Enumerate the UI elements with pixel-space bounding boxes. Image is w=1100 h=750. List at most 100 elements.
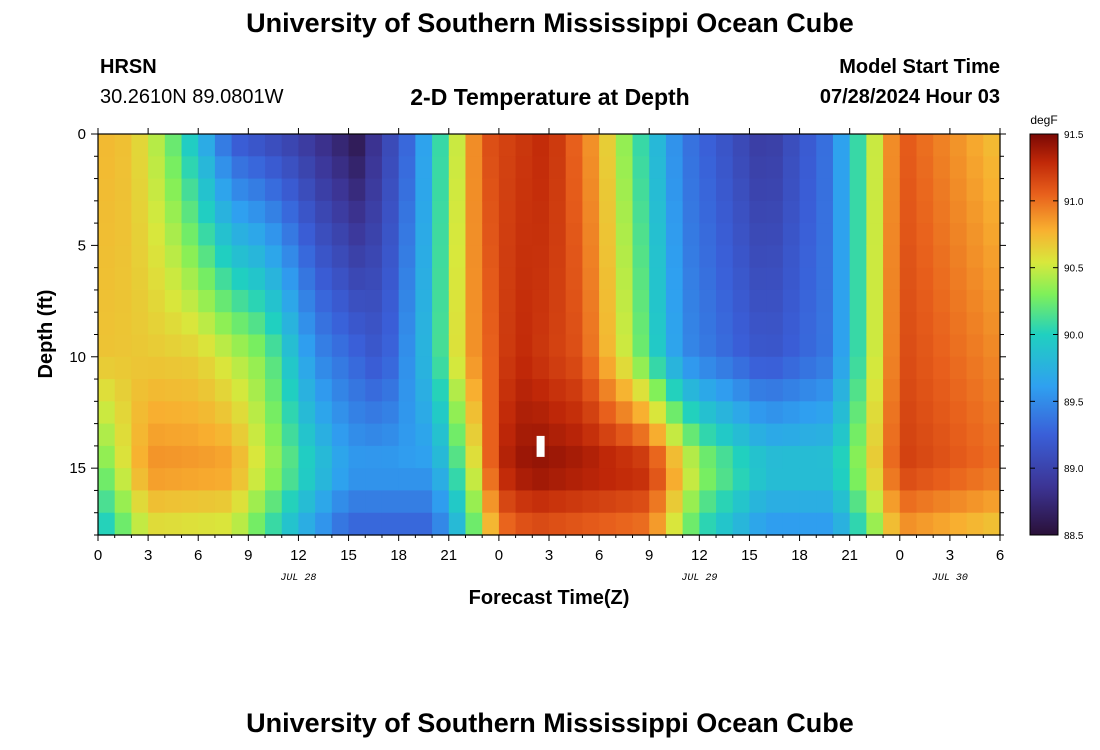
heatmap-cell — [933, 178, 951, 202]
x-tick-label: 9 — [645, 547, 653, 564]
heatmap-cell — [231, 512, 249, 536]
heatmap-cell — [782, 223, 801, 246]
heatmap-cell — [916, 200, 934, 224]
heatmap-cell — [615, 445, 634, 469]
heatmap-cell — [799, 401, 817, 425]
heatmap-cell — [966, 134, 984, 157]
heatmap-cell — [281, 356, 300, 380]
heatmap-cell — [682, 490, 700, 514]
heatmap-cell — [448, 490, 467, 514]
heatmap-cell — [198, 134, 216, 157]
heatmap-cell — [214, 134, 233, 157]
heatmap-cell — [498, 445, 517, 469]
heatmap-cell — [682, 334, 700, 358]
station-coordinates: 30.2610N 89.0801W — [100, 86, 284, 108]
heatmap-cell — [883, 401, 901, 425]
heatmap-cell — [164, 445, 183, 469]
heatmap-cell — [198, 423, 216, 447]
heatmap-cell — [665, 423, 684, 447]
model-start-time: 07/28/2024 Hour 03 — [819, 86, 1000, 108]
heatmap-cell — [398, 379, 416, 402]
heatmap-cell — [582, 445, 600, 469]
heatmap-cell — [114, 200, 132, 224]
heatmap-cell — [315, 245, 333, 269]
heatmap-cell — [916, 312, 934, 336]
heatmap-cell — [98, 445, 116, 469]
heatmap-cell — [866, 178, 884, 202]
heatmap-cell — [782, 334, 801, 358]
heatmap-cell — [682, 289, 700, 313]
heatmap-cell — [515, 423, 533, 447]
heatmap-cell — [966, 468, 984, 492]
heatmap-cell — [883, 134, 901, 157]
heatmap-cell — [883, 356, 901, 380]
colorbar-unit: degF — [1030, 113, 1057, 127]
heatmap-cell — [632, 512, 650, 536]
heatmap-cell — [465, 245, 483, 269]
heatmap-cell — [866, 156, 884, 180]
heatmap-cell — [498, 356, 517, 380]
heatmap-cell — [933, 245, 951, 269]
heatmap-cell — [498, 245, 517, 269]
heatmap-cell — [582, 468, 600, 492]
heatmap-cell — [265, 356, 283, 380]
heatmap-cell — [532, 289, 550, 313]
heatmap-cell — [148, 178, 166, 202]
heatmap-cell — [949, 223, 968, 246]
heatmap-cell — [515, 245, 533, 269]
heatmap-cell — [699, 490, 717, 514]
heatmap-cell — [365, 289, 383, 313]
heatmap-cell — [348, 379, 366, 402]
heatmap-cell — [565, 267, 583, 291]
heatmap-cell — [699, 223, 717, 246]
heatmap-cell — [298, 490, 316, 514]
heatmap-cell — [816, 289, 834, 313]
heatmap-cell — [181, 178, 199, 202]
heatmap-cell — [966, 223, 984, 246]
heatmap-cell — [482, 289, 500, 313]
heatmap-cell — [749, 445, 767, 469]
heatmap-cell — [599, 334, 617, 358]
heatmap-cell — [148, 401, 166, 425]
heatmap-cell — [315, 178, 333, 202]
heatmap-cell — [816, 512, 834, 536]
heatmap-cell — [482, 312, 500, 336]
heatmap-cell — [549, 468, 567, 492]
heatmap-cell — [432, 289, 450, 313]
heatmap-cell — [883, 245, 901, 269]
heatmap-cell — [114, 178, 132, 202]
heatmap-cell — [682, 512, 700, 536]
heatmap-cell — [983, 245, 1001, 269]
heatmap-cell — [231, 267, 249, 291]
heatmap-cell — [432, 245, 450, 269]
heatmap-cell — [916, 356, 934, 380]
heatmap-cell — [381, 401, 400, 425]
heatmap-cell — [632, 134, 650, 157]
heatmap-cell — [832, 445, 851, 469]
heatmap-cell — [866, 445, 884, 469]
heatmap-cell — [849, 445, 867, 469]
heatmap-cell — [281, 178, 300, 202]
heatmap-cell — [248, 512, 266, 536]
heatmap-cell — [799, 379, 817, 402]
heatmap-cell — [849, 468, 867, 492]
heatmap-cell — [114, 423, 132, 447]
heatmap-cell — [732, 468, 751, 492]
heatmap-cell — [565, 334, 583, 358]
heatmap-cell — [799, 490, 817, 514]
heatmap-cell — [98, 134, 116, 157]
heatmap-cell — [98, 490, 116, 514]
heatmap-cell — [816, 468, 834, 492]
heatmap-cell — [265, 379, 283, 402]
heatmap-cell — [515, 445, 533, 469]
heatmap-cell — [148, 312, 166, 336]
heatmap-cell — [415, 312, 433, 336]
heatmap-cell — [599, 156, 617, 180]
heatmap-cell — [114, 401, 132, 425]
heatmap-cell — [682, 223, 700, 246]
heatmap-cell — [98, 334, 116, 358]
heatmap-cell — [549, 245, 567, 269]
heatmap-cell — [699, 267, 717, 291]
heatmap-cell — [214, 379, 233, 402]
heatmap-cell — [415, 334, 433, 358]
